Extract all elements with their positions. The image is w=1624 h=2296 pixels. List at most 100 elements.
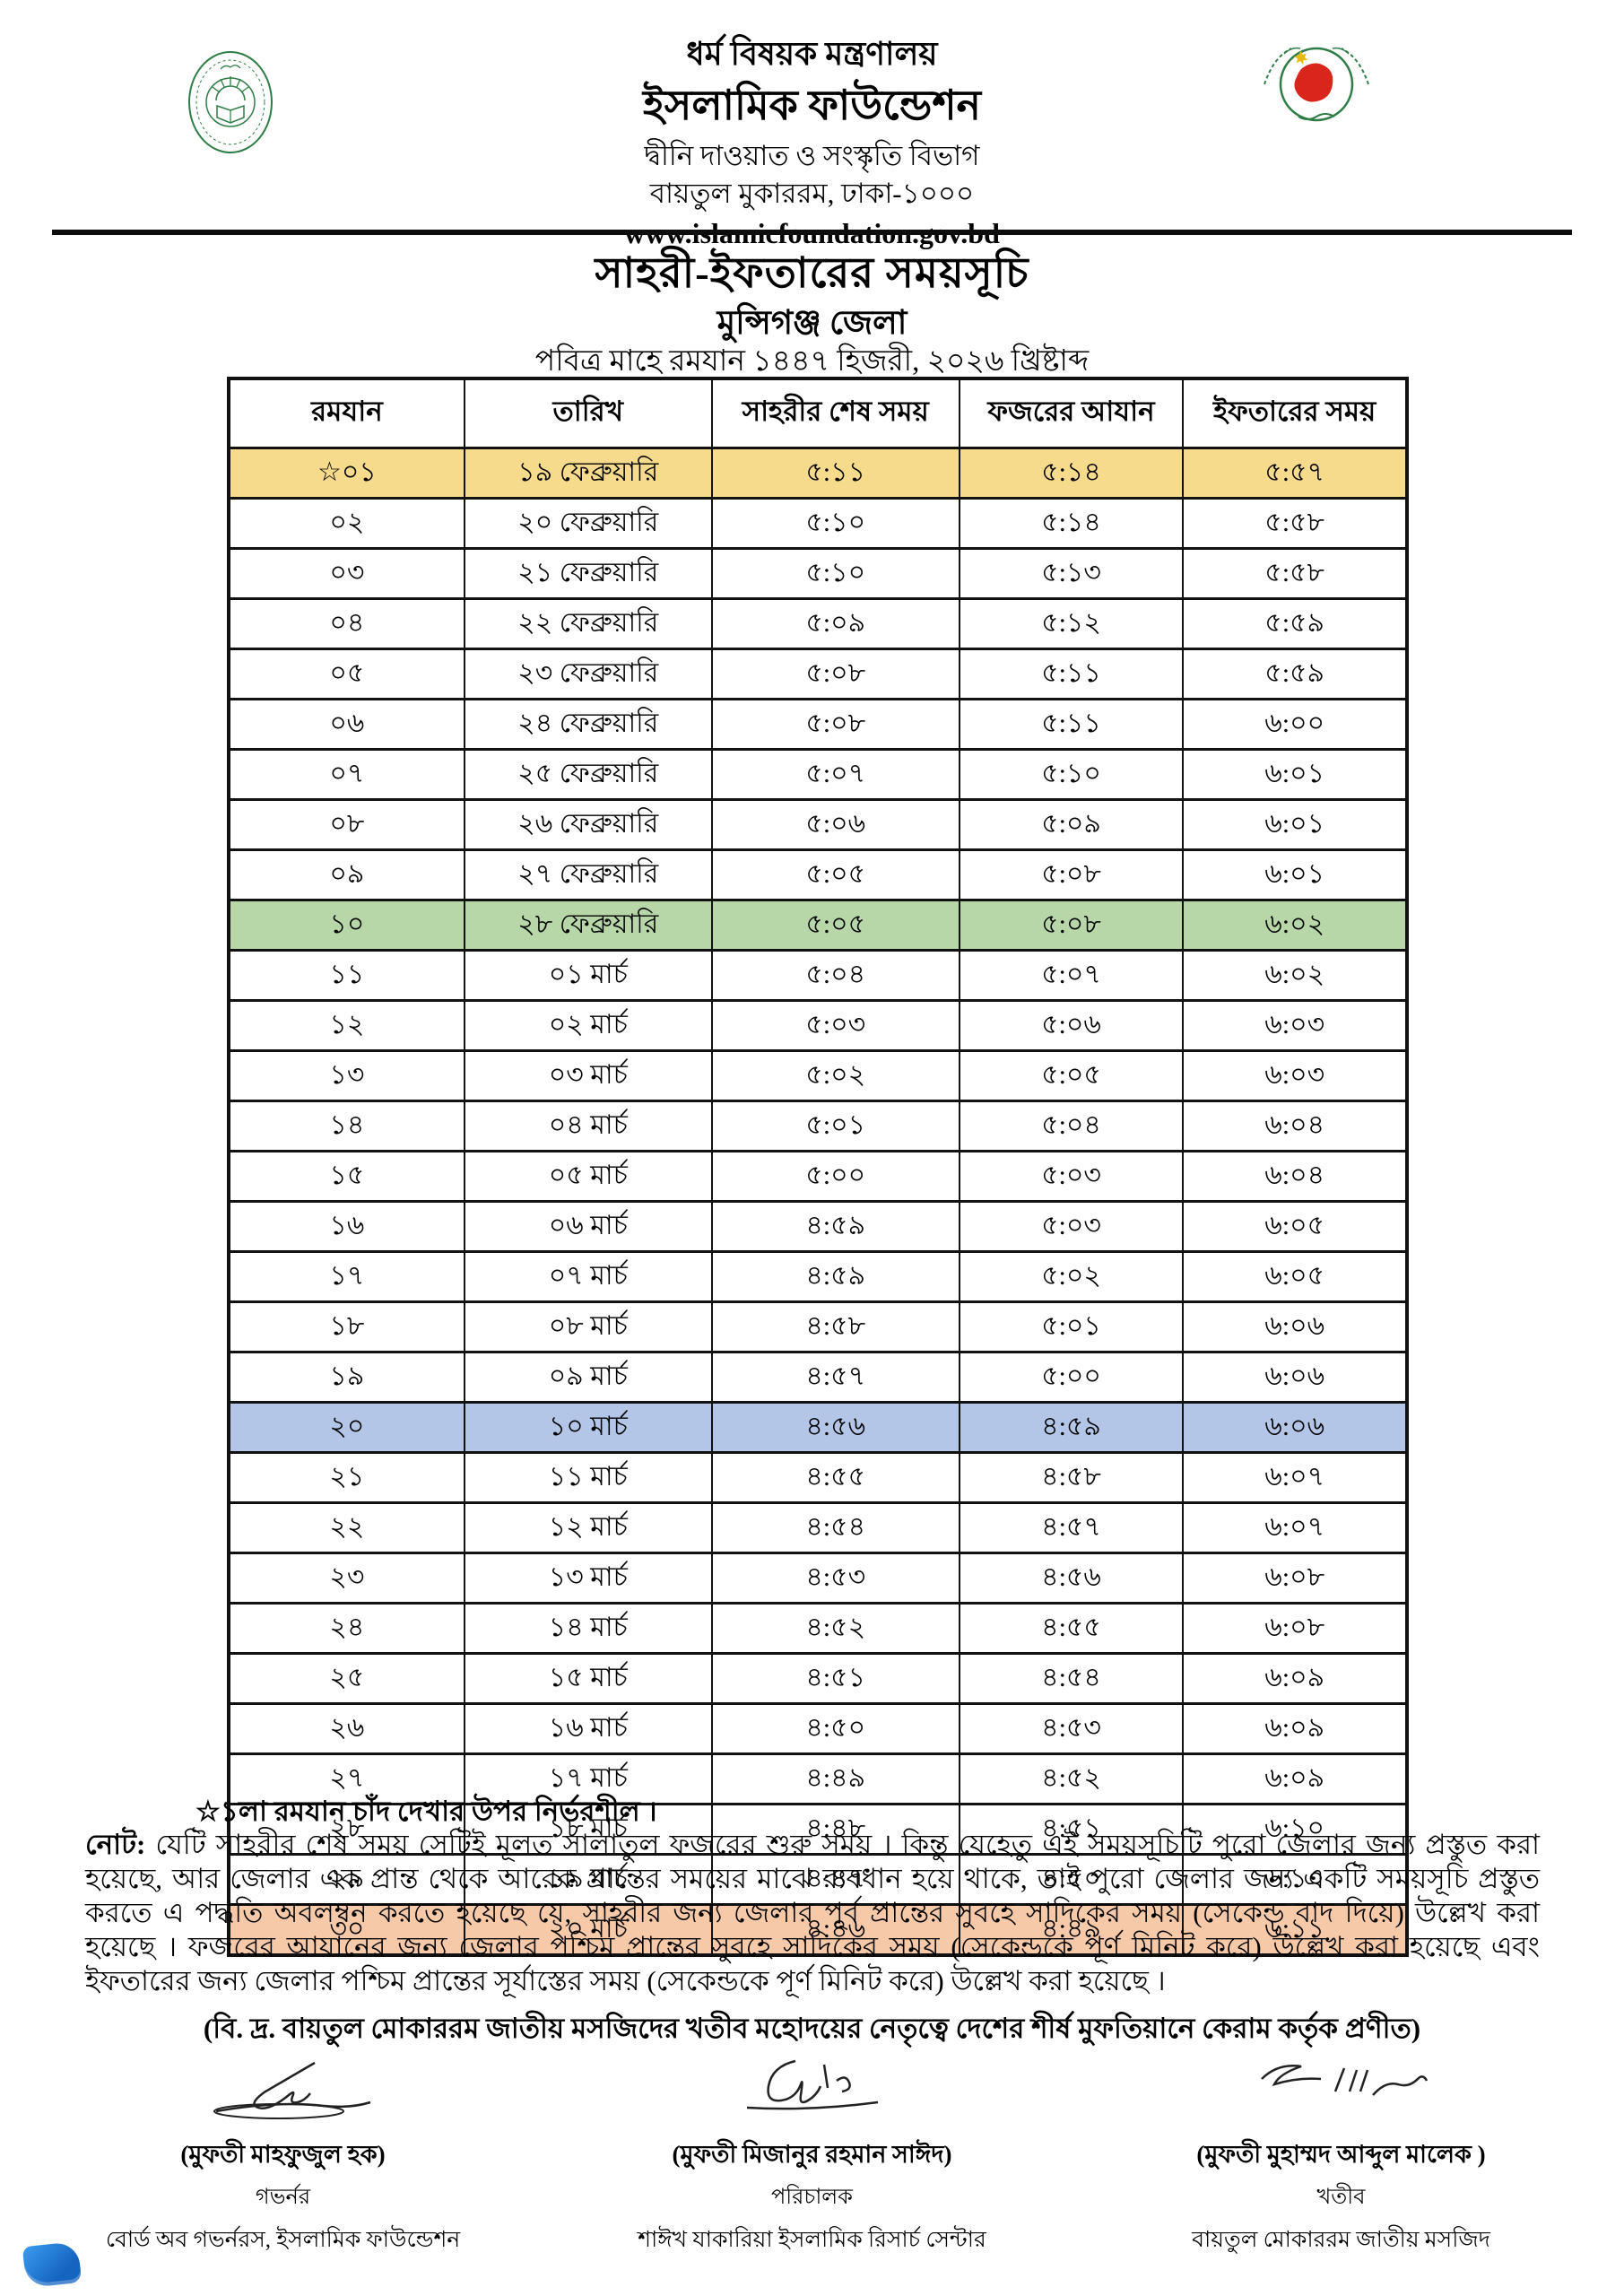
- fajr-cell: ৫:১২: [958, 597, 1185, 650]
- date-cell: ০১ মার্চ: [463, 949, 713, 1002]
- sehri-cell: ৪:৫৭: [710, 1351, 960, 1404]
- ramadan-cell: ১৯: [228, 1351, 465, 1404]
- note-label: নোট:: [85, 1829, 146, 1860]
- table-row: ১২ ০২ মার্চ ৫:০৩ ৫:০৬ ৬:০৩: [228, 999, 1408, 1052]
- date-cell: ১৮ মার্চ: [463, 1803, 713, 1856]
- fajr-cell: ৫:০১: [958, 1300, 1185, 1353]
- table-row: ০৬ ২৪ ফেব্রুয়ারি ৫:০৮ ৫:১১ ৬:০০: [228, 698, 1408, 751]
- date-cell: ০৭ মার্চ: [463, 1250, 713, 1303]
- date-cell: ১১ মার্চ: [463, 1451, 713, 1504]
- iftar-cell: ৬:০৬: [1182, 1351, 1408, 1404]
- table-row: ১৬ ০৬ মার্চ ৪:৫৯ ৫:০৩ ৬:০৫: [228, 1200, 1408, 1253]
- division-name: দ্বীনি দাওয়াত ও সংস্কৃতি বিভাগ: [644, 139, 980, 171]
- fajr-cell: ৪:৫৮: [958, 1451, 1185, 1504]
- date-cell: ২১ ফেব্রুয়ারি: [463, 547, 713, 600]
- sehri-cell: ৪:৫৮: [710, 1300, 960, 1353]
- iftar-cell: ৬:০৮: [1182, 1552, 1408, 1605]
- ramadan-cell: ১৬: [228, 1200, 465, 1253]
- table-row: ২৬ ১৬ মার্চ ৪:৫০ ৪:৫৩ ৬:০৯: [228, 1702, 1408, 1755]
- column-header: ইফতারের সময়: [1182, 377, 1408, 449]
- ramadan-year-subtitle: পবিত্র মাহে রমযান ১৪৪৭ হিজরী, ২০২৬ খ্রিষ…: [534, 345, 1090, 378]
- column-header: তারিখ: [463, 377, 713, 449]
- ramadan-cell: ২৮: [228, 1803, 465, 1856]
- address-line: বায়তুল মুকাররম, ঢাকা-১০০০: [649, 178, 975, 210]
- table-row: ২১ ১১ মার্চ ৪:৫৫ ৪:৫৮ ৬:০৭: [228, 1451, 1408, 1504]
- fajr-cell: ৪:৫৭: [958, 1501, 1185, 1554]
- table-row: ০৪ ২২ ফেব্রুয়ারি ৫:০৯ ৫:১২ ৫:৫৯: [228, 597, 1408, 650]
- fajr-cell: ৫:১০: [958, 748, 1185, 801]
- iftar-cell: ৫:৫৯: [1182, 597, 1408, 650]
- date-cell: ১৫ মার্চ: [463, 1652, 713, 1705]
- ramadan-cell: ০৮: [228, 798, 465, 851]
- ramadan-cell: ০২: [228, 497, 465, 550]
- table-row: ২৪ ১৪ মার্চ ৪:৫২ ৪:৫৫ ৬:০৮: [228, 1602, 1408, 1655]
- table-row: ১০ ২৮ ফেব্রুয়ারি ৫:০৫ ৫:০৮ ৬:০২: [228, 899, 1408, 952]
- sehri-cell: ৪:৪৬: [710, 1903, 960, 1957]
- header-divider: [52, 230, 1572, 235]
- fajr-cell: ৪:৫০: [958, 1853, 1185, 1906]
- methodology-note: নোট: যেটি সাহরীর শেষ সময় সেটিই মূলত সাল…: [85, 1828, 1540, 1998]
- fajr-cell: ৫:০৫: [958, 1049, 1185, 1102]
- iftar-cell: ৬:০০: [1182, 698, 1408, 751]
- fajr-cell: ৫:১৩: [958, 547, 1185, 600]
- column-header: রমযান: [228, 377, 465, 449]
- ramadan-cell: ২০: [228, 1401, 465, 1454]
- ramadan-cell: ১১: [228, 949, 465, 1002]
- ramadan-cell: ২৯: [228, 1853, 465, 1906]
- table-row: ২০ ১০ মার্চ ৪:৫৬ ৪:৫৯ ৬:০৬: [228, 1401, 1408, 1454]
- iftar-cell: ৬:০৩: [1182, 999, 1408, 1052]
- date-cell: ২৫ ফেব্রুয়ারি: [463, 748, 713, 801]
- sehri-cell: ৫:০৩: [710, 999, 960, 1052]
- signature-mark-icon: [1260, 2065, 1428, 2096]
- date-cell: ২০ মার্চ: [463, 1903, 713, 1957]
- islamic-foundation-logo: [187, 49, 274, 160]
- date-cell: ২৮ ফেব্রুয়ারি: [463, 899, 713, 952]
- table-row: ১৩ ০৩ মার্চ ৫:০২ ৫:০৫ ৬:০৩: [228, 1049, 1408, 1102]
- ramadan-cell: ১৭: [228, 1250, 465, 1303]
- signatory-block-governor: (মুফতী মাহফুজুল হক) গভর্নর বোর্ড অব গভর্…: [73, 2056, 494, 2260]
- iftar-cell: ৬:০৭: [1182, 1501, 1408, 1554]
- date-cell: ২৩ ফেব্রুয়ারি: [463, 648, 713, 700]
- signatory-org: বায়তুল মোকাররম জাতীয় মসজিদ: [1192, 2228, 1490, 2252]
- fajr-cell: ৪:৫৩: [958, 1702, 1185, 1755]
- sehri-cell: ৫:০৪: [710, 949, 960, 1002]
- iftar-cell: ৬:০১: [1182, 798, 1408, 851]
- table-row: ০২ ২০ ফেব্রুয়ারি ৫:১০ ৫:১৪ ৫:৫৮: [228, 497, 1408, 550]
- sehri-cell: ৫:০২: [710, 1049, 960, 1102]
- date-cell: ২৪ ফেব্রুয়ারি: [463, 698, 713, 751]
- iftar-cell: ৫:৫৯: [1182, 648, 1408, 700]
- iftar-cell: ৫:৫৮: [1182, 497, 1408, 550]
- date-cell: ১২ মার্চ: [463, 1501, 713, 1554]
- ramadan-cell: ১৫: [228, 1150, 465, 1203]
- table-row: ০৯ ২৭ ফেব্রুয়ারি ৫:০৫ ৫:০৮ ৬:০১: [228, 848, 1408, 901]
- ramadan-cell: ☆০১: [228, 447, 465, 500]
- table-row: ১৪ ০৪ মার্চ ৫:০১ ৫:০৪ ৬:০৪: [228, 1100, 1408, 1152]
- attribution-line: (বি. দ্র. বায়তুল মোকাররম জাতীয় মসজিদের…: [203, 2013, 1421, 2044]
- fajr-cell: ৫:১৪: [958, 497, 1185, 550]
- ramadan-cell: ২৩: [228, 1552, 465, 1605]
- ramadan-cell: ২৫: [228, 1652, 465, 1705]
- sehri-cell: ৪:৫৪: [710, 1501, 960, 1554]
- table-row: ০৩ ২১ ফেব্রুয়ারি ৫:১০ ৫:১৩ ৫:৫৮: [228, 547, 1408, 600]
- date-cell: ০৫ মার্চ: [463, 1150, 713, 1203]
- signature-mark-icon: [746, 2059, 878, 2110]
- date-cell: ২৬ ফেব্রুয়ারি: [463, 798, 713, 851]
- ramadan-cell: ১০: [228, 899, 465, 952]
- date-cell: ০৩ মার্চ: [463, 1049, 713, 1102]
- table-row: ২৮ ১৮ মার্চ ৪:৪৮ ৪:৫১ ৬:১০: [228, 1803, 1408, 1856]
- date-cell: ১০ মার্চ: [463, 1401, 713, 1454]
- signatory-title: খতীব: [1316, 2186, 1366, 2209]
- date-cell: ১৯ ফেব্রুয়ারি: [463, 447, 713, 500]
- fajr-cell: ৫:০০: [958, 1351, 1185, 1404]
- fajr-cell: ৫:০৮: [958, 848, 1185, 901]
- ramadan-cell: ১৩: [228, 1049, 465, 1102]
- table-row: ২৯ ১৯ মার্চ ৪:৪৭ ৪:৫০ ৬:১০: [228, 1853, 1408, 1906]
- fajr-cell: ৪:৫৯: [958, 1401, 1185, 1454]
- table-row: ১৫ ০৫ মার্চ ৫:০০ ৫:০৩ ৬:০৪: [228, 1150, 1408, 1203]
- signatory-org: বোর্ড অব গভর্নরস, ইসলামিক ফাউন্ডেশন: [105, 2228, 461, 2252]
- signatory-block-khatib: (মুফতী মুহাম্মদ আব্দুল মালেক ) খতীব বায়…: [1131, 2056, 1552, 2260]
- ramadan-cell: ২২: [228, 1501, 465, 1554]
- date-cell: ২৭ ফেব্রুয়ারি: [463, 848, 713, 901]
- date-cell: ১৬ মার্চ: [463, 1702, 713, 1755]
- signature-section: (মুফতী মাহফুজুল হক) গভর্নর বোর্ড অব গভর্…: [0, 2056, 1624, 2260]
